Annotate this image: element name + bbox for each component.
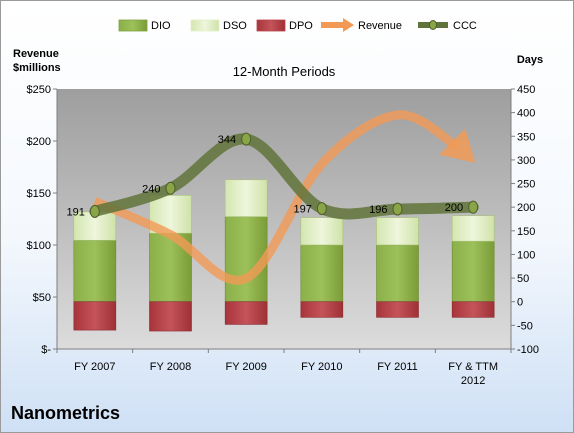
revenue-line [93, 110, 460, 285]
x-tick-label: FY 2009 [225, 361, 266, 373]
x-tick-label: FY 2011 [377, 361, 418, 373]
left-axis-title: $millions [13, 62, 61, 74]
ccc-data-label: 240 [142, 183, 160, 195]
ccc-marker [165, 181, 176, 195]
x-tick-label: 2012 [461, 375, 485, 387]
bar-dso [451, 215, 495, 242]
ccc-data-label: 344 [218, 134, 236, 146]
left-tick-label: $200 [27, 136, 51, 148]
company-name: Nanometrics [11, 403, 121, 423]
right-tick-label: 350 [517, 131, 535, 143]
ccc-data-label: 200 [445, 202, 463, 214]
legend-marker-ccc [429, 20, 437, 30]
legend-label-ccc: CCC [453, 20, 477, 32]
legend-arrowhead-revenue [343, 18, 354, 32]
left-tick-label: $100 [27, 240, 51, 252]
legend-label-dso: DSO [223, 20, 247, 32]
bar-dpo [73, 301, 117, 331]
legend-swatch-dpo [256, 19, 286, 32]
x-tick-label: FY 2008 [150, 361, 191, 373]
ccc-marker [392, 202, 403, 216]
bar-dpo [376, 301, 419, 318]
x-tick-label: FY & TTM [448, 361, 498, 373]
legend-swatch-dio [118, 19, 148, 32]
bar-dpo [149, 301, 192, 332]
bar-dio [300, 244, 344, 303]
ccc-data-label: 197 [293, 204, 311, 216]
right-tick-label: 50 [517, 273, 529, 285]
legend-label-dpo: DPO [289, 20, 313, 32]
bar-dio [376, 244, 419, 303]
bar-dso [224, 179, 268, 217]
bar-dso [300, 217, 344, 246]
right-tick-label: 300 [517, 155, 535, 167]
right-tick-label: 250 [517, 179, 535, 191]
ccc-data-label: 191 [66, 206, 84, 218]
left-tick-label: $250 [27, 84, 51, 96]
right-tick-label: -50 [517, 320, 533, 332]
bar-dso [376, 217, 419, 246]
x-tick-label: FY 2010 [301, 361, 342, 373]
right-tick-label: 200 [517, 202, 535, 214]
legend-swatch-dso [190, 19, 220, 32]
right-tick-label: 400 [517, 108, 535, 120]
ccc-marker [241, 132, 252, 146]
chart-title: 12-Month Periods [233, 64, 336, 79]
left-tick-label: $- [41, 344, 51, 356]
right-tick-label: 0 [517, 297, 523, 309]
ccc-data-label: 196 [369, 204, 387, 216]
ccc-marker [89, 204, 100, 218]
right-tick-label: 100 [517, 249, 535, 261]
revenue-arrowhead [439, 128, 476, 163]
legend-label-dio: DIO [151, 20, 171, 32]
bar-dpo [224, 301, 268, 325]
x-tick-label: FY 2007 [74, 361, 115, 373]
right-axis-title: Days [517, 54, 543, 66]
bar-dio [73, 239, 117, 303]
right-tick-label: -100 [517, 344, 539, 356]
legend-label-revenue: Revenue [358, 20, 402, 32]
bar-dio [451, 240, 495, 303]
bar-dpo [451, 301, 495, 318]
ccc-marker [468, 200, 479, 214]
right-tick-label: 450 [517, 84, 535, 96]
left-axis-title: Revenue [13, 48, 59, 60]
left-tick-label: $150 [27, 188, 51, 200]
right-tick-label: 150 [517, 226, 535, 238]
ccc-marker [316, 202, 327, 216]
left-tick-label: $50 [33, 292, 51, 304]
bar-dpo [300, 301, 344, 318]
